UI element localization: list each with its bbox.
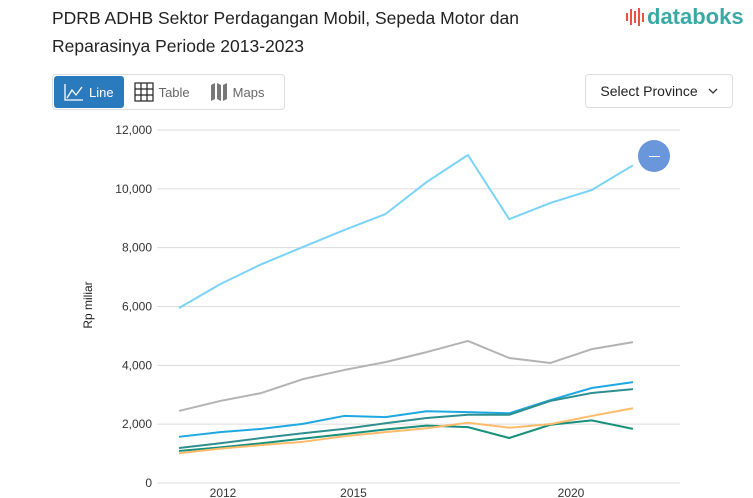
series-line-3[interactable] bbox=[178, 388, 634, 449]
y-tick-label: 0 bbox=[145, 476, 152, 490]
series-line-2[interactable] bbox=[178, 381, 634, 438]
y-tick-label: 4,000 bbox=[122, 358, 152, 372]
series-line-5[interactable] bbox=[178, 407, 634, 455]
y-tick-label: 2,000 bbox=[122, 417, 152, 431]
logo-text: databoks bbox=[647, 4, 744, 29]
series-line-0[interactable] bbox=[178, 154, 634, 309]
province-select-label: Select Province bbox=[600, 83, 698, 99]
x-tick-label: 2015 bbox=[340, 486, 367, 498]
x-tick-label: 2020 bbox=[558, 486, 585, 498]
zoom-reset-button[interactable] bbox=[638, 140, 670, 172]
chevron-down-icon bbox=[708, 88, 718, 94]
y-tick-label: 10,000 bbox=[115, 182, 152, 196]
chart-title: PDRB ADHB Sektor Perdagangan Mobil, Sepe… bbox=[52, 8, 519, 56]
logo-bars-icon bbox=[626, 8, 644, 26]
minus-icon bbox=[648, 155, 660, 157]
y-tick-label: 8,000 bbox=[122, 241, 152, 255]
tab-maps[interactable]: Maps bbox=[200, 75, 275, 109]
table-icon bbox=[133, 82, 154, 102]
y-axis-title: Rp miliar bbox=[81, 281, 95, 328]
databoks-logo: databoks bbox=[626, 4, 744, 30]
province-select[interactable]: Select Province bbox=[585, 74, 733, 108]
tab-maps-label: Maps bbox=[232, 84, 265, 100]
tab-table-label: Table bbox=[158, 84, 190, 100]
x-tick-label: 2012 bbox=[210, 486, 237, 498]
y-tick-label: 6,000 bbox=[122, 300, 152, 314]
tab-line[interactable]: Line bbox=[54, 76, 124, 108]
map-icon bbox=[210, 83, 227, 101]
series-line-1[interactable] bbox=[178, 339, 634, 412]
line-chart-icon bbox=[64, 84, 83, 101]
series-line-4[interactable] bbox=[178, 419, 634, 452]
y-tick-label: 12,000 bbox=[115, 123, 152, 137]
tab-line-label: Line bbox=[89, 84, 114, 100]
view-tabs: Line Table Maps bbox=[52, 74, 285, 110]
tab-table[interactable]: Table bbox=[124, 75, 200, 109]
